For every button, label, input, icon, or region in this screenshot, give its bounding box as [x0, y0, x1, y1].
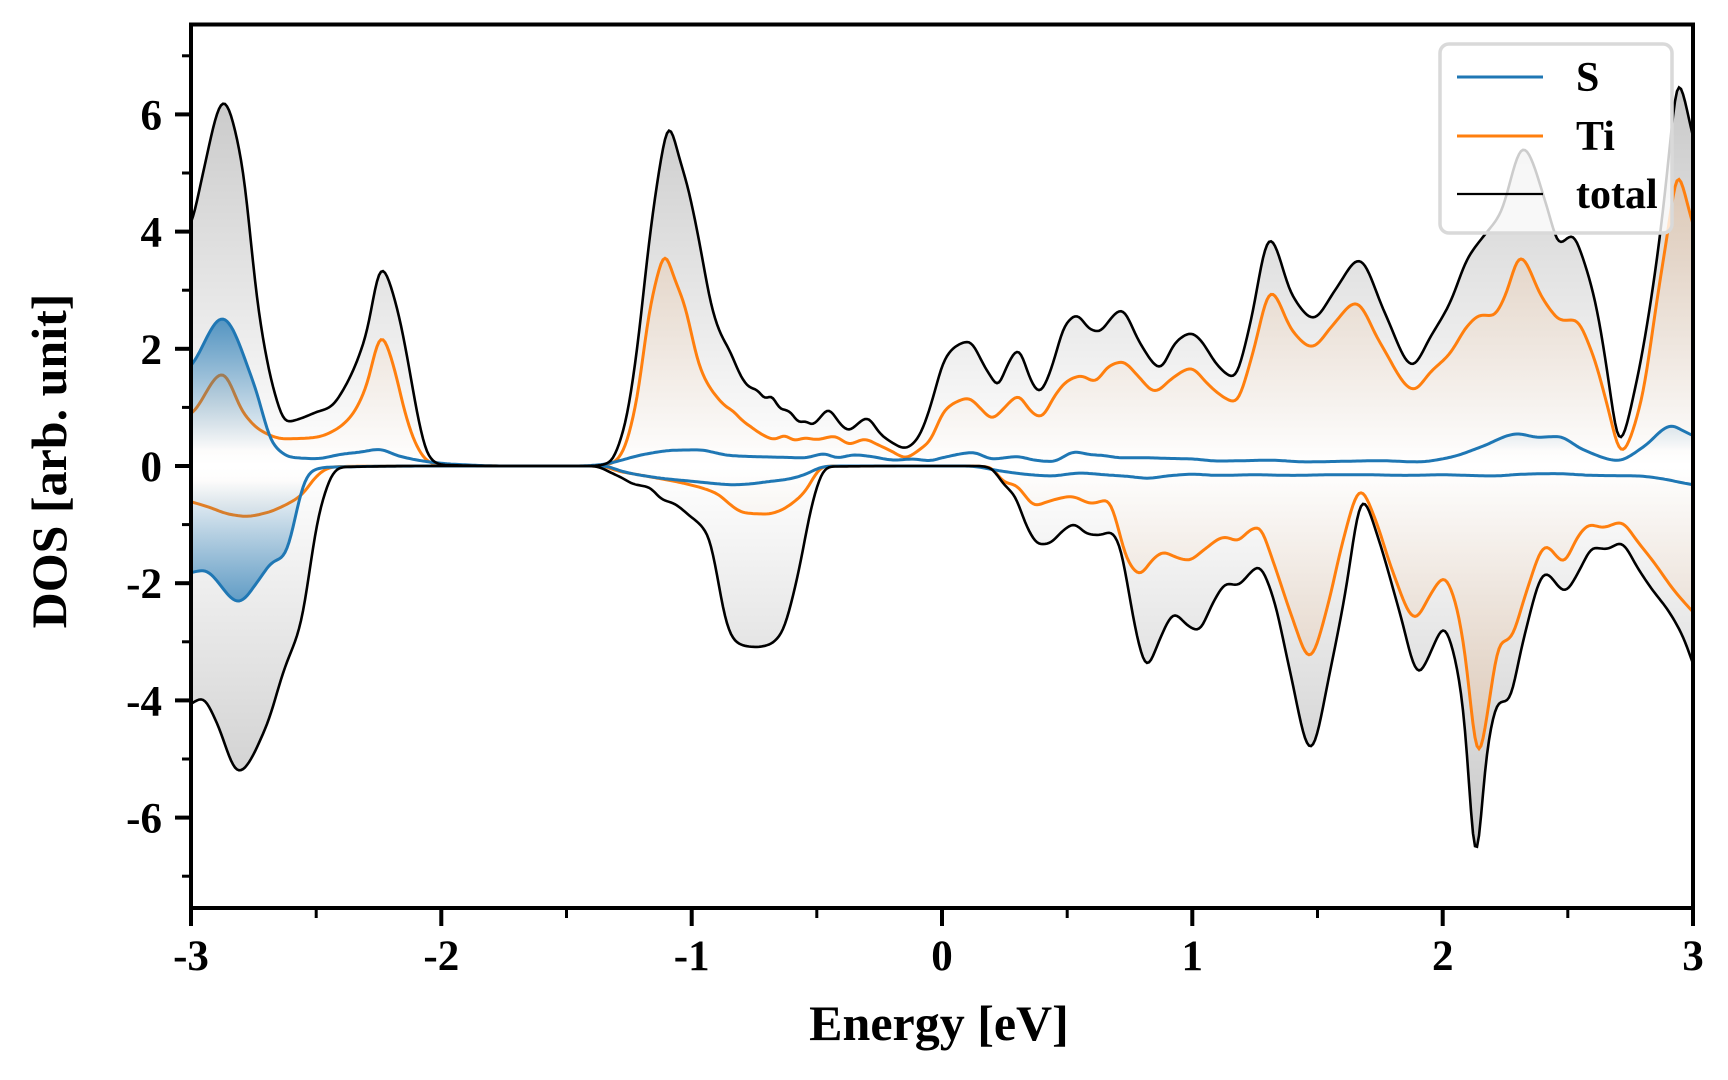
svg-text:-3: -3 [173, 933, 209, 980]
svg-text:3: 3 [1682, 933, 1704, 980]
svg-text:2: 2 [1432, 933, 1454, 980]
svg-text:6: 6 [141, 92, 163, 139]
svg-text:0: 0 [931, 933, 953, 980]
svg-text:DOS [arb. unit]: DOS [arb. unit] [21, 294, 77, 629]
svg-text:4: 4 [141, 210, 163, 257]
svg-text:Energy [eV]: Energy [eV] [809, 995, 1069, 1051]
svg-text:1: 1 [1182, 933, 1204, 980]
svg-text:-6: -6 [126, 796, 162, 843]
svg-text:-4: -4 [126, 678, 162, 725]
svg-text:-1: -1 [674, 933, 710, 980]
svg-text:S: S [1576, 55, 1599, 101]
svg-text:-2: -2 [423, 933, 459, 980]
svg-text:2: 2 [141, 327, 163, 374]
svg-text:Ti: Ti [1576, 114, 1615, 160]
svg-text:0: 0 [141, 444, 163, 491]
svg-text:-2: -2 [126, 561, 162, 608]
svg-text:total: total [1576, 172, 1658, 218]
